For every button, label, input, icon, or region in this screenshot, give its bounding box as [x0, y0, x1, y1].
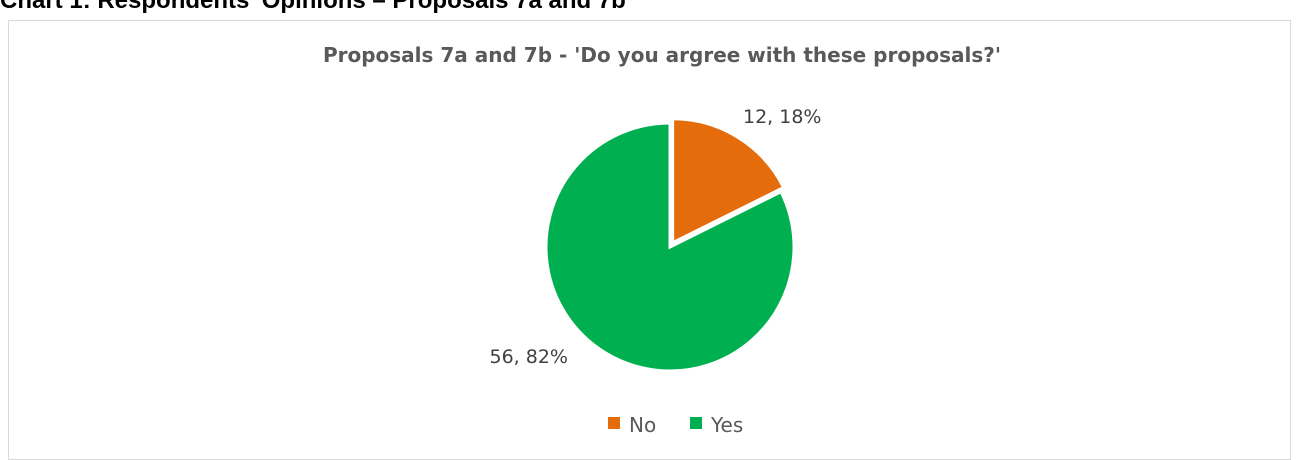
legend-swatch-yes: [690, 417, 702, 429]
chart-title: Proposals 7a and 7b - 'Do you argree wit…: [323, 43, 1001, 67]
legend-swatch-no: [608, 417, 620, 429]
legend: No Yes: [608, 413, 743, 437]
pie-slice-yes: [544, 121, 796, 373]
pie-slices: [544, 117, 796, 373]
legend-label-yes: Yes: [710, 413, 743, 437]
data-label-no: 12, 18%: [743, 106, 822, 128]
document-heading: Chart 1: Respondents' Opinions – Proposa…: [0, 0, 626, 14]
data-label-yes: 56, 82%: [490, 346, 569, 368]
legend-label-no: No: [629, 413, 656, 437]
pie-slice-no: [671, 117, 786, 246]
